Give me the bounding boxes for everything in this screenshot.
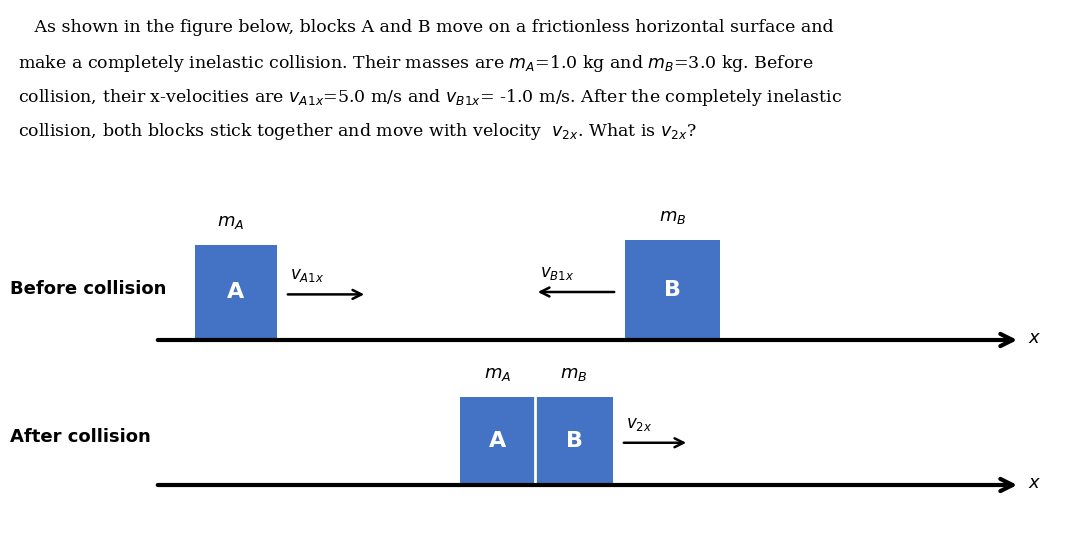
- Text: $x$: $x$: [1028, 329, 1041, 347]
- Text: $v_{B1x}$: $v_{B1x}$: [540, 265, 575, 282]
- Text: collision, their x-velocities are $v_{A1x}$=5.0 m/s and $v_{B1x}$= -1.0 m/s. Aft: collision, their x-velocities are $v_{A1…: [18, 87, 842, 108]
- Text: A: A: [489, 431, 506, 451]
- Text: $m_A$: $m_A$: [484, 365, 512, 383]
- Bar: [625, 240, 720, 340]
- Text: $m_A$: $m_A$: [217, 213, 245, 231]
- Text: As shown in the figure below, blocks A and B move on a frictionless horizontal s: As shown in the figure below, blocks A a…: [18, 19, 834, 36]
- Bar: [535, 397, 613, 485]
- Text: A: A: [227, 282, 244, 302]
- Text: B: B: [664, 280, 681, 300]
- Text: $v_{2x}$: $v_{2x}$: [626, 416, 652, 433]
- Text: B: B: [565, 431, 582, 451]
- Text: Before collision: Before collision: [10, 280, 166, 297]
- Bar: [461, 397, 535, 485]
- Bar: [195, 245, 277, 340]
- Text: $x$: $x$: [1028, 474, 1041, 492]
- Text: $v_{A1x}$: $v_{A1x}$: [290, 268, 324, 284]
- Text: After collision: After collision: [10, 428, 150, 446]
- Text: $m_B$: $m_B$: [659, 208, 687, 226]
- Text: make a completely inelastic collision. Their masses are $m_A$=1.0 kg and $m_B$=3: make a completely inelastic collision. T…: [18, 53, 813, 74]
- Text: collision, both blocks stick together and move with velocity  $v_{2x}$. What is : collision, both blocks stick together an…: [18, 121, 696, 142]
- Text: $m_B$: $m_B$: [561, 365, 587, 383]
